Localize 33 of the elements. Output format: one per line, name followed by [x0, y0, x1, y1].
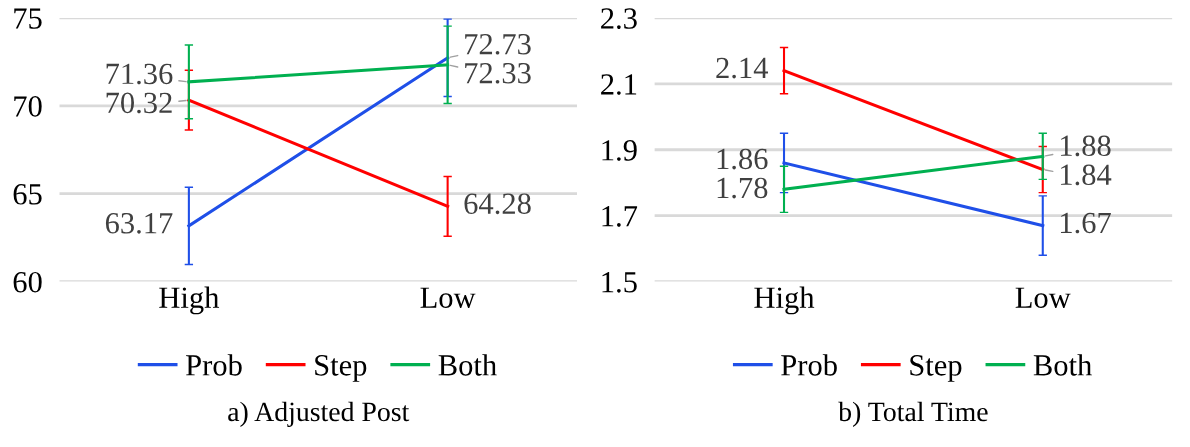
- data-label: 64.28: [464, 193, 531, 215]
- data-label: 63.17: [105, 212, 173, 234]
- data-label: 71.36: [106, 63, 173, 85]
- x-tick-label: High: [754, 286, 815, 315]
- y-tick-label: 75: [14, 8, 42, 29]
- data-label: 1.84: [1060, 164, 1112, 186]
- legend-label: Prob: [186, 354, 242, 376]
- y-tick-label: 1.5: [602, 272, 637, 293]
- x-tick-label: Low: [420, 287, 476, 308]
- legend-label: Step: [315, 355, 367, 382]
- y-tick-label: 60: [13, 271, 42, 293]
- x-tick-label: High: [159, 286, 220, 315]
- legend-label: Both: [438, 354, 497, 376]
- text: b) Total Time: [838, 401, 988, 427]
- legend-label: Prob: [781, 354, 837, 376]
- legend-label: Step: [910, 355, 962, 382]
- legend-label: Both: [1033, 354, 1092, 376]
- y-tick-label: 65: [13, 184, 42, 205]
- y-tick-label: 70: [14, 96, 42, 117]
- text: a) Adjusted Post: [228, 401, 410, 427]
- y-tick-label: 1.9: [602, 140, 637, 161]
- y-tick-label: 2.1: [601, 74, 637, 95]
- data-label: 2.14: [716, 57, 769, 79]
- data-label: 1.86: [717, 148, 768, 170]
- y-tick-label: 2.3: [601, 8, 637, 29]
- data-label: 72.33: [465, 62, 531, 84]
- data-label: 72.73: [465, 33, 531, 55]
- data-label: 1.88: [1060, 135, 1111, 157]
- x-tick-label: Low: [1015, 287, 1071, 308]
- data-label: 70.32: [106, 92, 172, 114]
- data-label: 1.67: [1060, 212, 1111, 234]
- y-tick-label: 1.7: [602, 206, 638, 227]
- data-label: 1.78: [717, 177, 768, 199]
